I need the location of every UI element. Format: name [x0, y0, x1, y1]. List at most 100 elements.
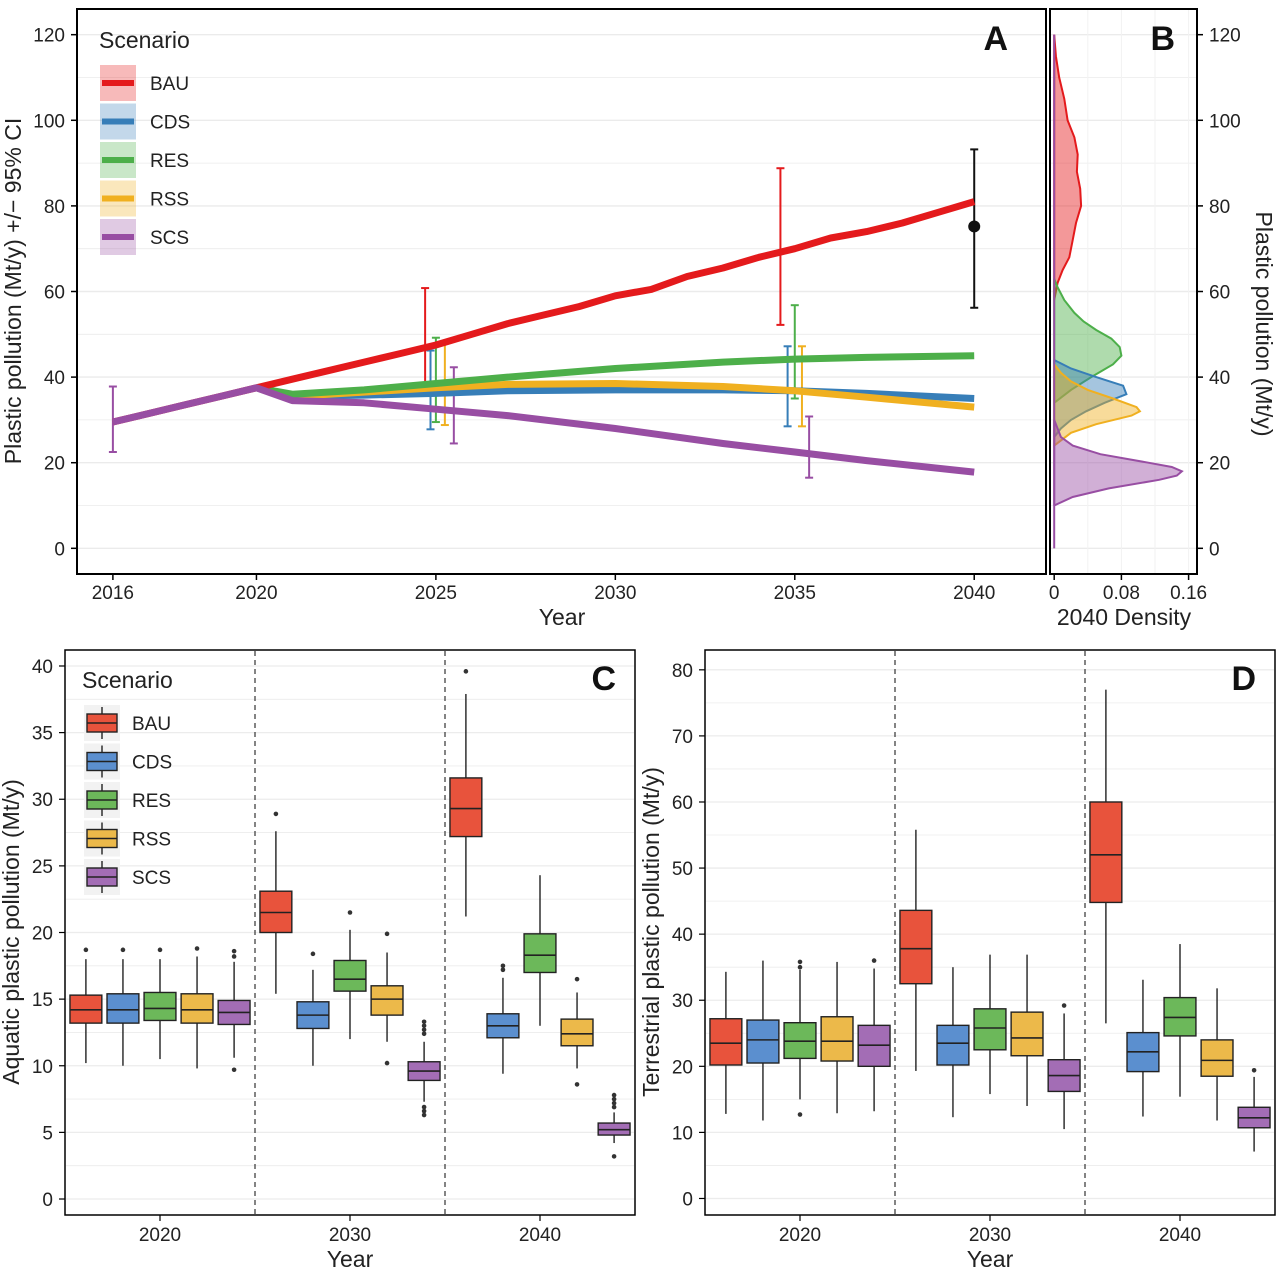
outlier [574, 976, 580, 982]
outlier [347, 910, 353, 915]
outlier [797, 1112, 803, 1117]
x-tick-label: 2030 [329, 1225, 371, 1246]
y-tick-label: 25 [32, 857, 53, 878]
box-rss [1200, 1039, 1234, 1077]
outlier [231, 1067, 237, 1073]
panel-a-legend-title: Scenario [99, 27, 190, 53]
panel-b-x-ticks: 0 0.08 0.16 [1049, 574, 1207, 604]
x-tick-label: 2025 [415, 583, 457, 604]
y-tick-label: 60 [44, 283, 65, 304]
legend-label-rss: RSS [132, 830, 171, 851]
outlier [797, 959, 803, 965]
outlier [611, 1100, 617, 1106]
x-tick-label: 2040 [1159, 1225, 1201, 1246]
line-scs [112, 384, 975, 476]
y-tick-label: 100 [1209, 111, 1241, 132]
outlier [421, 1112, 427, 1118]
legend-label-rss: RSS [150, 190, 189, 211]
y-tick-label: 0 [682, 1189, 693, 1210]
outlier [797, 964, 803, 970]
panel-c-year-separators [254, 651, 446, 1214]
panel-b-x-axis-title: 2040 Density [1057, 604, 1192, 630]
x-tick-label: 0.16 [1170, 583, 1207, 604]
panel-c-letter: C [591, 660, 616, 698]
outlier [1061, 1003, 1067, 1008]
panel-c-x-axis-title: Year [327, 1246, 374, 1272]
panel-b-y-ticks: 0 20 40 60 80 100 120 [1197, 26, 1241, 560]
x-tick-label: 2040 [953, 583, 995, 604]
outlier [574, 1082, 580, 1087]
outlier [421, 1023, 427, 1029]
outlier [384, 1060, 390, 1066]
y-tick-label: 15 [32, 990, 53, 1011]
outlier [1251, 1067, 1257, 1073]
legend-label-cds: CDS [150, 113, 190, 134]
y-tick-label: 60 [1209, 283, 1230, 304]
x-tick-label: 2030 [969, 1225, 1011, 1246]
legend-label-bau: BAU [150, 74, 189, 95]
legend-label-res: RES [150, 151, 189, 172]
legend-label-scs: SCS [150, 228, 189, 249]
box-rss [820, 1016, 854, 1062]
y-tick-label: 100 [33, 111, 65, 132]
y-tick-label: 60 [672, 793, 693, 814]
panel-d-boxplots [709, 689, 1271, 1152]
y-tick-label: 40 [32, 657, 53, 678]
x-tick-label: 2030 [594, 583, 636, 604]
y-tick-label: 120 [1209, 26, 1241, 47]
box-rss [180, 993, 214, 1024]
panel-b-letter: B [1150, 20, 1175, 58]
x-tick-label: 2035 [774, 583, 816, 604]
box-rss [1010, 1011, 1044, 1057]
y-tick-label: 80 [44, 197, 65, 218]
panel-a-y-ticks: 0 20 40 60 80 100 120 [33, 26, 77, 560]
y-tick-label: 80 [672, 661, 693, 682]
box-bau [899, 909, 933, 985]
panel-c-y-ticks: 0 5 10 15 20 25 30 35 40 [32, 657, 65, 1211]
panel-a-series-lines [112, 198, 976, 476]
x-tick-label: 0.08 [1103, 583, 1140, 604]
line-res [255, 352, 975, 398]
y-tick-label: 20 [32, 924, 53, 945]
y-tick-label: 0 [54, 539, 65, 560]
legend-label-cds: CDS [132, 753, 172, 774]
box-bau [1089, 801, 1123, 904]
box-cds [106, 993, 140, 1024]
panel-d-y-axis-title: Terrestrial plastic pollution (Mt/y) [638, 767, 664, 1097]
density-scs [1053, 419, 1184, 507]
panel-a-y-axis-title: Plastic pollution (Mt/y) +/− 95% CI [0, 118, 26, 464]
box-bau [449, 777, 483, 838]
outlier [611, 1104, 617, 1110]
panel-c-gridlines [66, 665, 634, 1200]
x-tick-label: 2040 [519, 1225, 561, 1246]
panel-a-x-axis-title: Year [539, 604, 586, 630]
box-rss [560, 1018, 594, 1047]
outlier [310, 951, 316, 957]
panel-c-legend: Scenario BAU CDS RES RSS SCS [82, 667, 173, 895]
y-tick-label: 10 [32, 1057, 53, 1078]
legend-label-res: RES [132, 791, 171, 812]
x-tick-label: 0 [1049, 583, 1060, 604]
outlier [500, 967, 506, 973]
box-res [973, 1008, 1007, 1051]
outlier [500, 963, 506, 969]
outlier [871, 958, 877, 963]
outlier [83, 947, 89, 953]
x-tick-label: 2020 [235, 583, 277, 604]
y-tick-label: 70 [672, 727, 693, 748]
x-tick-label: 2020 [779, 1225, 821, 1246]
y-tick-label: 50 [672, 859, 693, 880]
panel-a-gridlines [78, 33, 1045, 550]
observed-point [968, 220, 981, 233]
outlier [421, 1019, 427, 1025]
panel-a-letter: A [983, 20, 1008, 58]
y-tick-label: 0 [1209, 539, 1220, 560]
panel-c: 0 5 10 15 20 25 30 35 40 2020 2030 2040 Year Aquat… [0, 649, 636, 1272]
y-tick-label: 20 [44, 454, 65, 475]
box-res [523, 933, 557, 974]
panel-a-legend: Scenario BAU CDS RES RSS SCS [99, 27, 190, 255]
outlier [611, 1154, 617, 1159]
panel-a-x-ticks: 2016 2020 2025 2030 2035 2040 [92, 574, 995, 604]
